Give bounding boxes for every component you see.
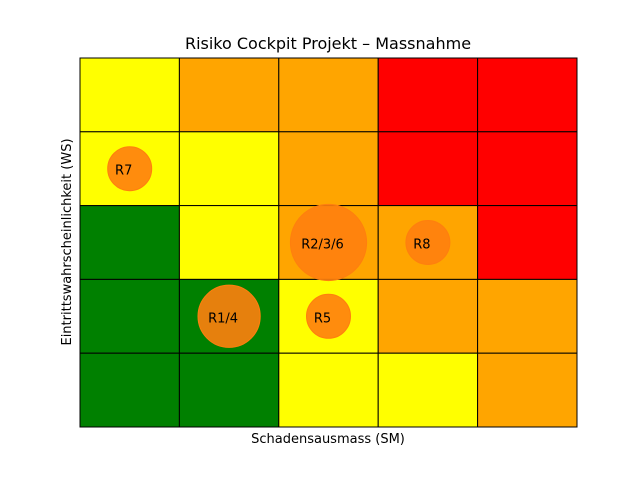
matrix-cell (178, 352, 280, 428)
matrix-cell (178, 131, 280, 207)
matrix-cell (477, 352, 578, 428)
matrix-cell (79, 278, 180, 354)
risk-bubble: R7 (107, 146, 153, 192)
matrix-cell (477, 205, 578, 280)
matrix-cell (178, 57, 280, 133)
plot-frame (79, 57, 578, 428)
matrix-cell (278, 131, 379, 207)
matrix-cell (377, 278, 479, 354)
matrix-cell (477, 57, 578, 133)
matrix-cell (377, 57, 479, 133)
risk-bubble-label: R8 (413, 238, 430, 253)
risk-bubbles: R7 R2/3/6 R8 R1/4 R5 (107, 146, 451, 348)
matrix-cells (79, 57, 578, 428)
matrix-cell (178, 205, 280, 280)
risk-bubble-circle (107, 146, 153, 192)
risk-bubble-circle (306, 293, 351, 339)
chart-title: Risiko Cockpit Projekt – Massnahme (185, 34, 471, 53)
risk-bubble-label: R2/3/6 (301, 238, 344, 253)
risk-bubble: R2/3/6 (289, 203, 368, 282)
risk-bubble: R8 (405, 220, 451, 265)
matrix-cell (79, 352, 180, 428)
matrix-cell (278, 352, 379, 428)
matrix-cell (79, 205, 180, 280)
matrix-cell (377, 205, 479, 280)
risk-bubble-circle (289, 203, 368, 282)
risk-bubble: R1/4 (197, 284, 261, 348)
risk-bubble: R5 (306, 293, 351, 339)
risk-bubble-label: R5 (314, 311, 331, 326)
x-axis-label: Schadensausmass (SM) (251, 432, 405, 447)
y-axis-label: Eintrittswahrscheinlichkeit (WS) (60, 138, 75, 345)
matrix-cell (79, 57, 180, 133)
risk-bubble-label: R1/4 (208, 311, 238, 326)
matrix-cell (278, 57, 379, 133)
matrix-cell (377, 131, 479, 207)
risk-bubble-circle (405, 220, 451, 265)
matrix-cell (477, 278, 578, 354)
risk-bubble-circle (197, 284, 261, 348)
matrix-cell (477, 131, 578, 207)
matrix-cell (377, 352, 479, 428)
risk-bubble-label: R7 (115, 164, 132, 179)
